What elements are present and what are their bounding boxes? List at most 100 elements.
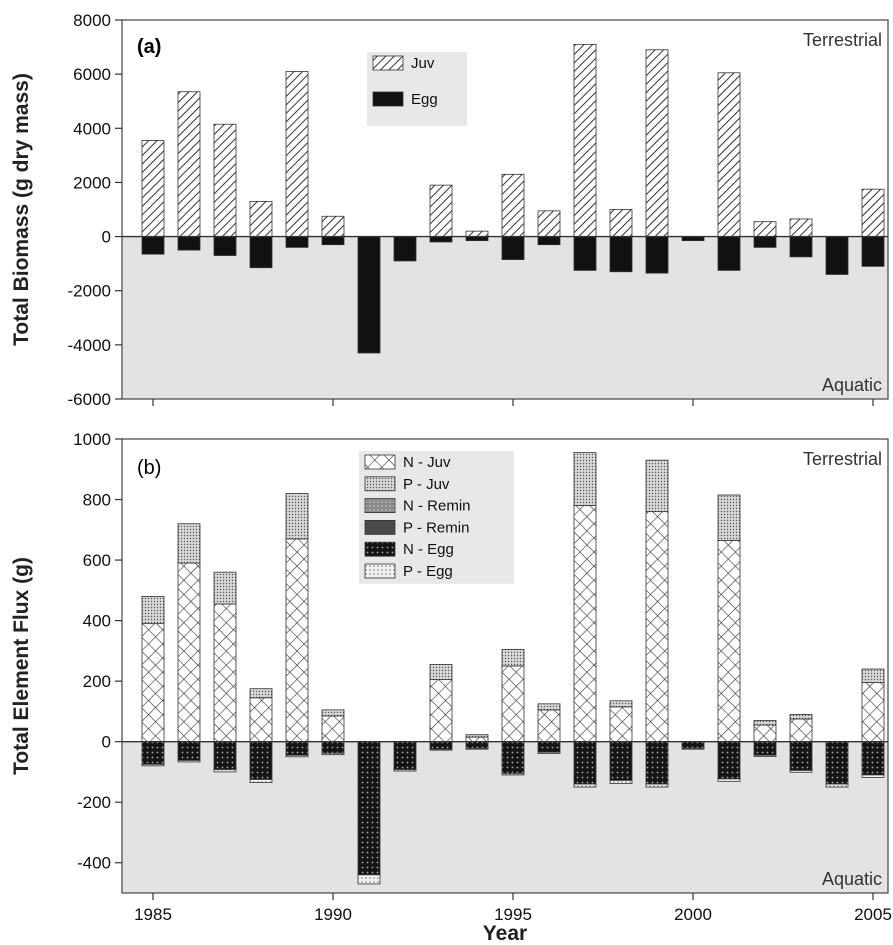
- bar: [537, 703, 561, 711]
- bar: [501, 741, 525, 774]
- bar: [141, 236, 165, 255]
- aquatic-shading: [122, 236, 888, 399]
- bar: [213, 741, 237, 770]
- panel-a: -6000 -4000 -2000 0 2000 4000 6000 8000 (a) Terre…: [10, 11, 889, 409]
- bar: [213, 571, 237, 605]
- bar: [321, 741, 345, 754]
- bar: [177, 562, 201, 743]
- y-tick-label: 4000: [73, 119, 111, 138]
- y-axis-title: Total Element Flux (g): [10, 557, 33, 775]
- bar: [285, 538, 309, 743]
- bar: [681, 741, 705, 749]
- bar: [429, 748, 453, 751]
- bar: [645, 741, 669, 785]
- bar: [177, 91, 201, 237]
- bar: [861, 774, 885, 778]
- bar: [501, 173, 525, 237]
- terrestrial-label: Terrestrial: [803, 30, 882, 50]
- bar: [861, 188, 885, 237]
- legend-label: N - Egg: [403, 541, 454, 558]
- y-axis-title: Total Biomass (g dry mass): [10, 73, 33, 346]
- bar: [789, 218, 813, 237]
- y-tick-label: 0: [102, 228, 111, 247]
- y-tick-label: 400: [83, 612, 111, 631]
- bar: [141, 763, 165, 767]
- x-tick-label: 1990: [314, 905, 352, 924]
- bar: [285, 71, 309, 237]
- x-axis-title: Year: [483, 922, 527, 945]
- aquatic-label: Aquatic: [822, 869, 882, 889]
- legend-swatch: [364, 541, 396, 557]
- bar: [285, 754, 309, 758]
- legend-swatch: [364, 498, 396, 514]
- bar: [249, 779, 273, 783]
- bar: [213, 236, 237, 256]
- bar: [573, 43, 597, 237]
- bar: [177, 760, 201, 763]
- legend: N - Juv P - Juv N - Remin P - Remin N - Egg P…: [359, 451, 514, 584]
- bar: [429, 184, 453, 237]
- bar: [825, 236, 849, 275]
- bar: [609, 236, 633, 273]
- bar: [645, 236, 669, 274]
- legend-label: P - Remin: [403, 519, 469, 536]
- bar: [789, 741, 813, 771]
- y-tick-label: 600: [83, 551, 111, 570]
- legend-swatch: [364, 454, 396, 470]
- x-tick-label: 1985: [134, 905, 172, 924]
- bar: [141, 741, 165, 765]
- bar: [573, 452, 597, 506]
- bar: [465, 230, 489, 237]
- bar: [321, 709, 345, 717]
- legend-swatch: [364, 520, 396, 535]
- bar: [141, 140, 165, 237]
- bar: [717, 539, 741, 743]
- bar: [285, 236, 309, 248]
- x-tick-label: 2000: [674, 905, 712, 924]
- legend-swatch: [364, 563, 396, 579]
- bar: [429, 236, 453, 243]
- bar: [141, 623, 165, 743]
- bar: [537, 709, 561, 743]
- bar: [321, 715, 345, 743]
- bar: [681, 747, 705, 750]
- bar: [537, 236, 561, 246]
- bar: [285, 741, 309, 756]
- bar: [825, 783, 849, 788]
- y-tick-label: 6000: [73, 65, 111, 84]
- bar: [213, 123, 237, 237]
- y-tick-label: 800: [83, 491, 111, 510]
- y-tick-label: 200: [83, 672, 111, 691]
- bar: [861, 236, 885, 267]
- bar: [573, 783, 597, 788]
- bar: [753, 754, 777, 757]
- bar: [429, 664, 453, 681]
- bar: [717, 494, 741, 541]
- bar: [429, 679, 453, 743]
- bar: [249, 200, 273, 237]
- bar: [249, 697, 273, 743]
- y-tick-label: -4000: [68, 336, 111, 355]
- bar: [609, 700, 633, 708]
- bar: [861, 741, 885, 776]
- bar: [537, 741, 561, 753]
- y-tick-label: 0: [102, 733, 111, 752]
- legend-label: Egg: [411, 91, 438, 108]
- bar: [393, 769, 417, 772]
- bar: [645, 49, 669, 237]
- bar: [465, 734, 489, 738]
- bar: [249, 688, 273, 699]
- bar: [357, 874, 381, 885]
- bar: [141, 595, 165, 625]
- bar: [609, 741, 633, 781]
- bar: [573, 741, 597, 785]
- bar: [825, 741, 849, 785]
- bar: [717, 741, 741, 780]
- y-tick-label: -2000: [68, 282, 111, 301]
- bar: [753, 720, 777, 726]
- bar: [753, 236, 777, 248]
- panel-label: (b): [137, 457, 161, 479]
- y-tick-label: -6000: [68, 390, 111, 409]
- panel-label: (a): [137, 36, 161, 58]
